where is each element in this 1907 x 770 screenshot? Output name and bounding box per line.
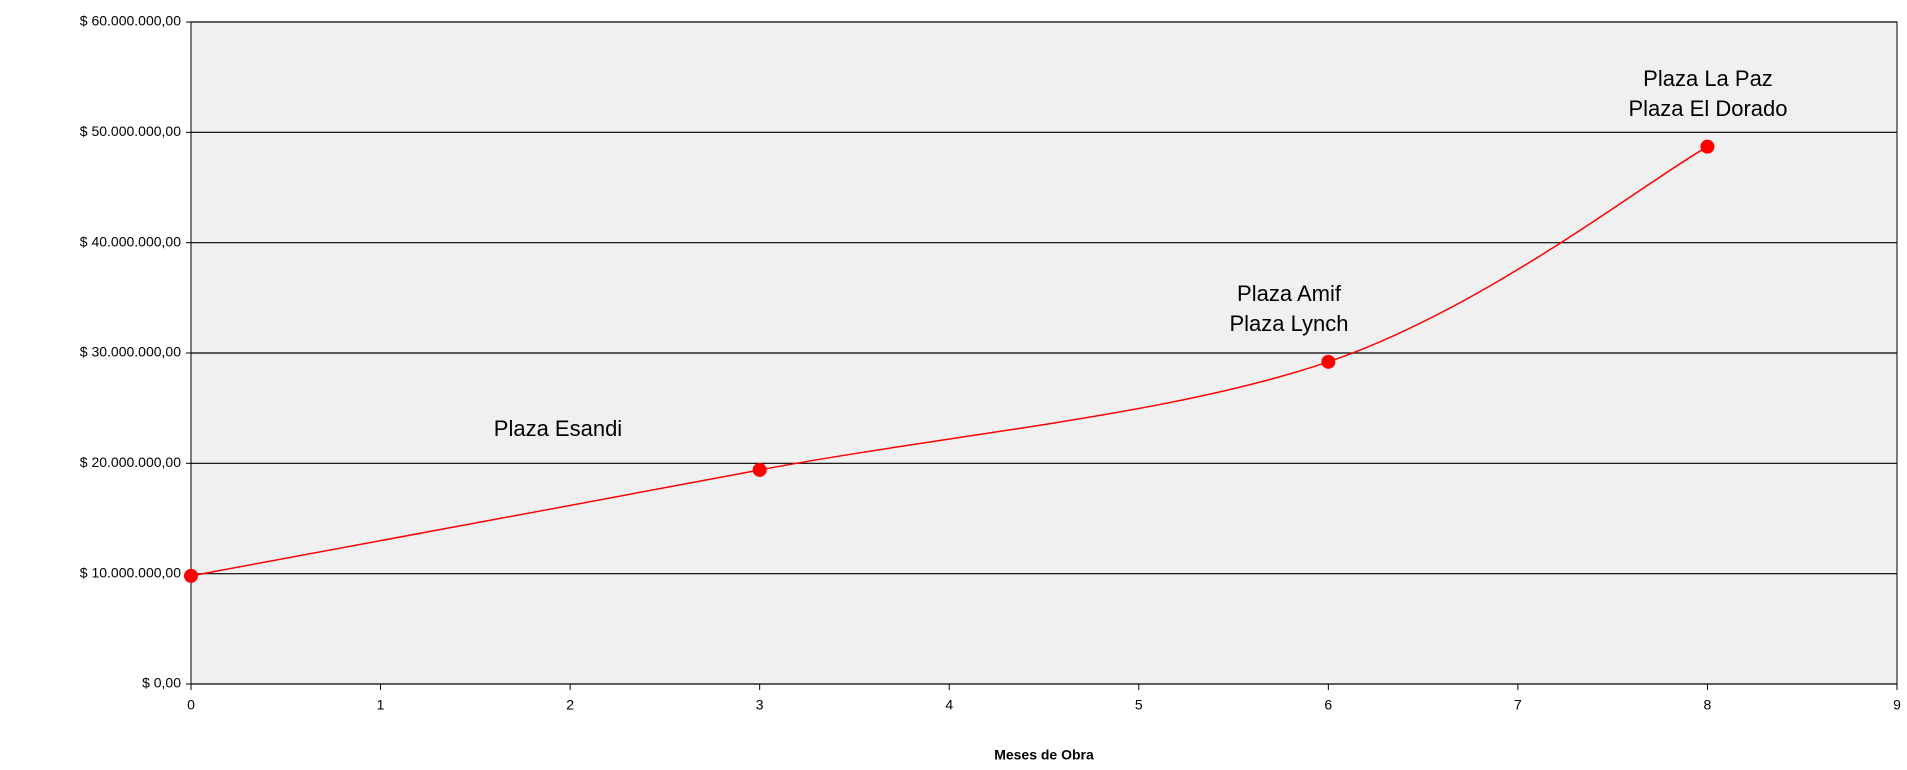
y-tick-label: $ 20.000.000,00	[80, 454, 181, 470]
annotation: Plaza Lynch	[1229, 311, 1348, 336]
y-tick-label: $ 40.000.000,00	[80, 233, 181, 249]
y-tick-label: $ 50.000.000,00	[80, 123, 181, 139]
annotation: Plaza La Paz	[1643, 66, 1773, 91]
x-tick-label: 3	[756, 697, 764, 713]
series-line	[190, 146, 1708, 577]
annotation: Plaza Amif	[1237, 281, 1342, 306]
x-axis-label: Meses de Obra	[994, 747, 1094, 763]
x-tick-label: 8	[1704, 697, 1712, 713]
y-tick-label: $ 30.000.000,00	[80, 344, 181, 360]
x-tick-label: 7	[1514, 697, 1522, 713]
data-point	[1700, 139, 1715, 154]
x-tick-label: 0	[187, 697, 195, 713]
y-tick-label: $ 60.000.000,00	[80, 13, 181, 29]
x-tick-label: 4	[945, 697, 953, 713]
x-tick-label: 6	[1324, 697, 1332, 713]
x-tick-label: 5	[1135, 697, 1143, 713]
x-tick-label: 1	[377, 697, 385, 713]
annotation: Plaza El Dorado	[1629, 96, 1788, 121]
annotation: Plaza Esandi	[494, 416, 622, 441]
x-tick-label: 2	[566, 697, 574, 713]
y-tick-label: $ 10.000.000,00	[80, 564, 181, 580]
data-point	[752, 462, 767, 477]
data-point	[1321, 354, 1336, 369]
x-tick-label: 9	[1893, 697, 1901, 713]
data-point	[184, 568, 198, 583]
y-tick-label: $ 0,00	[142, 675, 181, 691]
